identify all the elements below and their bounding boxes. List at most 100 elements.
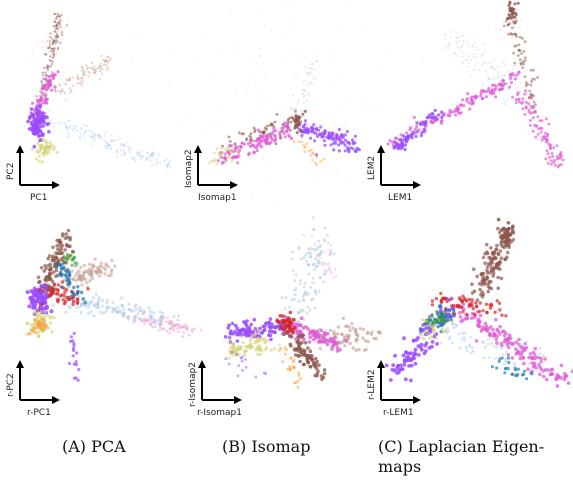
scatter-point <box>40 111 45 115</box>
scatter-point <box>345 102 348 105</box>
scatter-point <box>518 100 521 104</box>
scatter-point <box>99 264 103 268</box>
scatter-point <box>312 268 316 272</box>
scatter-point <box>64 310 68 314</box>
scatter-point <box>52 126 56 129</box>
scatter-point <box>131 158 134 161</box>
scatter-point <box>547 122 551 126</box>
scatter-point <box>284 352 287 356</box>
scatter-point <box>77 76 80 79</box>
scatter-point <box>306 251 310 255</box>
scatter-point <box>61 234 65 238</box>
scatter-point <box>234 350 239 355</box>
scatter-point <box>292 140 296 143</box>
scatter-point <box>37 136 41 140</box>
scatter-point <box>37 159 42 163</box>
scatter-point <box>421 60 424 63</box>
scatter-point <box>228 140 232 143</box>
scatter-point <box>538 346 542 350</box>
scatter-point <box>466 92 470 96</box>
scatter-point <box>133 315 136 319</box>
scatter-point <box>464 345 468 349</box>
scatter-point <box>55 25 59 28</box>
scatter-point <box>200 32 203 35</box>
scatter-point <box>340 140 344 144</box>
scatter-point <box>462 104 466 108</box>
scatter-point <box>45 140 50 144</box>
scatter-point <box>82 124 86 127</box>
scatter-point <box>472 312 477 316</box>
scatter-point <box>307 263 311 267</box>
scatter-point <box>66 132 69 135</box>
scatter-point <box>53 53 56 56</box>
scatter-point <box>544 137 548 141</box>
scatter-point <box>67 134 71 137</box>
scatter-point <box>96 133 99 136</box>
scatter-point <box>48 40 52 43</box>
scatter-point <box>77 78 80 81</box>
scatter-point <box>316 134 320 138</box>
scatter-point <box>309 251 313 255</box>
scatter-point <box>61 298 66 302</box>
scatter-point <box>66 125 69 129</box>
scatter-point <box>248 83 250 86</box>
scatter-point <box>158 322 161 326</box>
scatter-point <box>128 151 131 154</box>
scatter-point <box>347 142 352 146</box>
scatter-point <box>60 280 65 284</box>
scatter-point <box>177 314 181 318</box>
scatter-point <box>536 115 540 119</box>
scatter-point <box>262 61 265 64</box>
scatter-point <box>55 23 58 27</box>
caption-pca: (A) PCA <box>62 437 126 457</box>
scatter-point <box>254 83 257 86</box>
scatter-point <box>47 45 50 48</box>
scatter-point <box>76 298 80 302</box>
scatter-point <box>127 302 131 306</box>
scatter-point <box>44 71 47 74</box>
scatter-point <box>227 362 231 366</box>
scatter-point <box>481 309 485 313</box>
scatter-point <box>320 145 323 148</box>
scatter-point <box>475 274 479 279</box>
scatter-point <box>258 47 261 50</box>
scatter-point <box>314 335 318 340</box>
scatter-point <box>56 23 59 26</box>
scatter-point <box>477 68 481 71</box>
scatter-point <box>490 260 495 265</box>
scatter-point <box>456 36 459 40</box>
scatter-point <box>241 341 246 345</box>
scatter-point <box>91 143 95 146</box>
scatter-point <box>29 107 34 111</box>
axis-r-isomap: r-Isomap1 r-Isomap2 <box>188 360 242 418</box>
scatter-point <box>499 256 504 261</box>
scatter-point <box>398 368 402 372</box>
scatter-point <box>446 327 450 330</box>
scatter-point <box>34 120 39 125</box>
scatter-point <box>284 5 287 8</box>
scatter-point <box>308 335 313 340</box>
scatter-point <box>339 341 343 345</box>
scatter-point <box>56 300 60 304</box>
scatter-point <box>481 340 485 344</box>
scatter-point <box>73 256 77 260</box>
scatter-point <box>457 304 461 308</box>
scatter-point <box>92 136 95 140</box>
scatter-point <box>531 116 535 120</box>
scatter-point <box>335 345 340 350</box>
scatter-point <box>99 64 103 68</box>
scatter-point <box>37 110 42 114</box>
scatter-point <box>141 312 145 316</box>
scatter-point <box>365 331 370 335</box>
scatter-point <box>318 275 322 279</box>
scatter-point <box>518 58 522 61</box>
scatter-point <box>92 71 95 74</box>
scatter-point <box>90 131 94 134</box>
scatter-point <box>150 315 154 319</box>
scatter-point <box>418 121 423 126</box>
scatter-point <box>33 302 38 307</box>
scatter-point <box>82 134 85 137</box>
scatter-point <box>411 338 416 343</box>
scatter-point <box>428 324 432 328</box>
scatter-point <box>468 303 472 307</box>
